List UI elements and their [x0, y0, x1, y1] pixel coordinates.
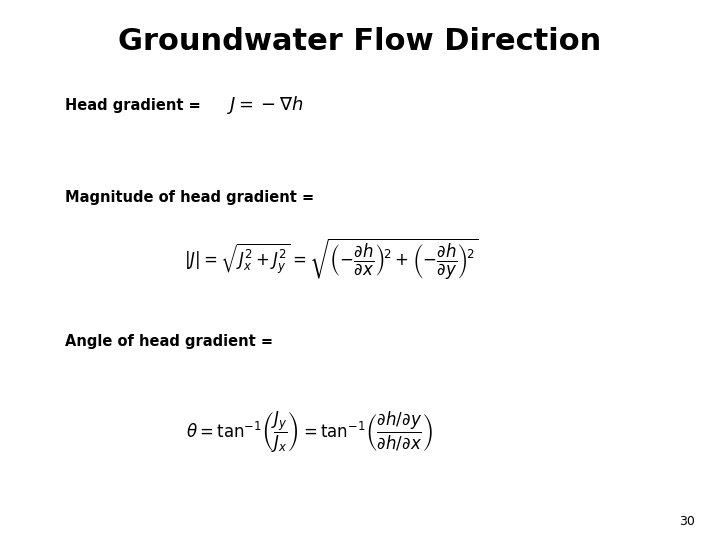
Text: Groundwater Flow Direction: Groundwater Flow Direction — [118, 27, 602, 56]
Text: Angle of head gradient =: Angle of head gradient = — [65, 334, 278, 349]
Text: Magnitude of head gradient =: Magnitude of head gradient = — [65, 190, 319, 205]
Text: 30: 30 — [679, 515, 695, 528]
Text: $\mathit{J} = -\nabla h$: $\mathit{J} = -\nabla h$ — [227, 94, 304, 116]
Text: $\theta = \tan^{-1}\!\left(\dfrac{\mathit{J}_y}{\mathit{J}_x}\right) = \tan^{-1}: $\theta = \tan^{-1}\!\left(\dfrac{\mathi… — [186, 409, 433, 455]
Text: $|\mathit{J}| = \sqrt{\mathit{J}_x^2 + \mathit{J}_y^2} = \sqrt{\left(-\dfrac{\pa: $|\mathit{J}| = \sqrt{\mathit{J}_x^2 + \… — [184, 237, 478, 282]
Text: Head gradient =: Head gradient = — [65, 98, 206, 113]
